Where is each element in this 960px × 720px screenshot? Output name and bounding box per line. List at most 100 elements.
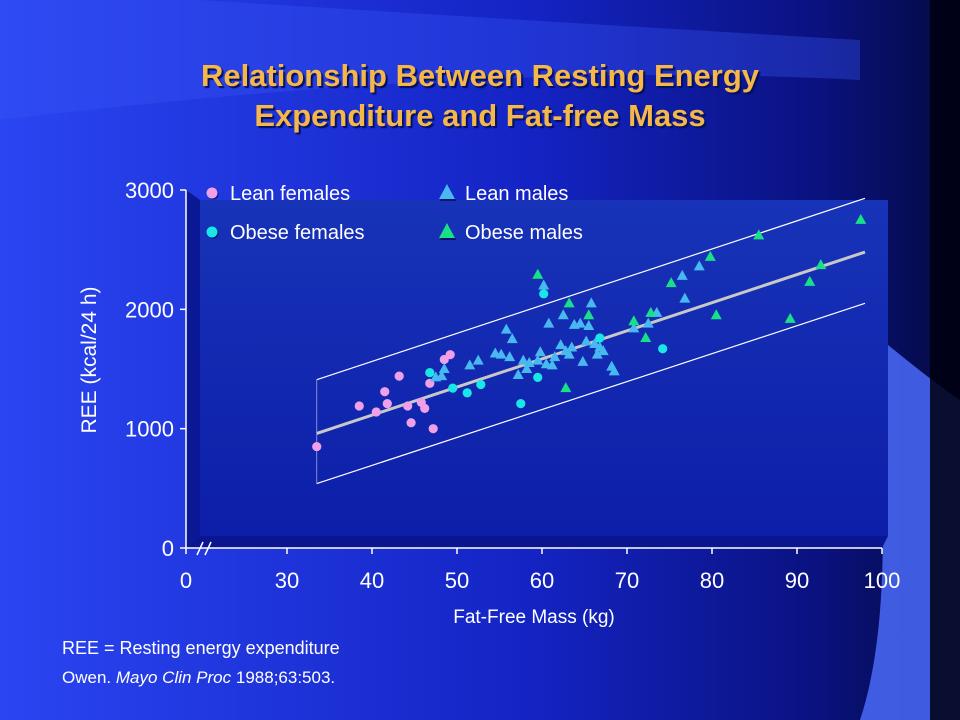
data-point xyxy=(425,367,435,378)
legend: Lean females Obese females Lean males Obese… xyxy=(206,183,583,244)
plot-side-wall xyxy=(186,190,200,548)
data-point xyxy=(679,292,691,303)
data-point xyxy=(464,359,476,370)
data-point xyxy=(640,331,652,342)
data-point xyxy=(445,350,455,360)
x-tick-label: 40 xyxy=(360,568,384,593)
data-point xyxy=(563,348,575,359)
y-tick-label: 2000 xyxy=(125,297,174,322)
data-point xyxy=(539,289,549,299)
data-point xyxy=(512,368,524,379)
y-tick-label: 1000 xyxy=(125,417,174,442)
data-points xyxy=(312,213,867,452)
data-point xyxy=(517,354,529,365)
citation-author: Owen. xyxy=(62,668,112,687)
data-point xyxy=(516,399,526,409)
data-point xyxy=(855,213,867,224)
data-point xyxy=(420,403,430,413)
data-point xyxy=(506,333,518,344)
data-point xyxy=(608,365,620,376)
data-point xyxy=(804,275,816,286)
data-point xyxy=(704,250,716,261)
x-axis-label: Fat-Free Mass (kg) xyxy=(453,607,615,628)
legend-label: Lean females xyxy=(230,183,350,205)
data-point xyxy=(580,335,592,346)
data-point xyxy=(595,333,605,343)
data-point xyxy=(523,357,535,368)
legend-marker xyxy=(206,187,218,199)
y-axis-label: REE (kcal/24 h) xyxy=(78,286,101,433)
data-point xyxy=(555,339,567,350)
data-point xyxy=(500,323,512,334)
data-point xyxy=(534,346,546,357)
data-point xyxy=(563,297,575,308)
data-point xyxy=(591,348,603,359)
citation: Owen. Mayo Clin Proc 1988;63:503. xyxy=(62,668,335,688)
x-tick-label: 50 xyxy=(445,568,469,593)
series-obese-females xyxy=(425,289,668,409)
decorative-swoosh-top xyxy=(0,0,860,120)
series-lean-males xyxy=(430,260,705,382)
legend-item-obese-females: Obese females xyxy=(206,222,365,244)
data-point xyxy=(693,260,705,271)
data-point xyxy=(658,344,668,354)
citation-ref: 1988;63:503. xyxy=(235,668,336,687)
legend-marker xyxy=(206,226,218,238)
data-point xyxy=(628,322,640,333)
data-point xyxy=(560,382,572,393)
data-point xyxy=(394,371,404,381)
data-point xyxy=(557,309,569,320)
data-point xyxy=(538,279,550,290)
citation-journal: Mayo Clin Proc xyxy=(115,668,232,687)
x-tick-label: 60 xyxy=(530,568,554,593)
data-point xyxy=(532,354,544,365)
confidence-lower-line xyxy=(316,302,866,485)
data-point xyxy=(448,383,458,393)
data-point xyxy=(462,388,472,398)
legend-item-lean-females: Lean females xyxy=(206,183,350,205)
data-point xyxy=(438,363,450,373)
data-point xyxy=(665,277,677,288)
x-tick-label: 100 xyxy=(864,568,901,593)
data-point xyxy=(312,441,322,452)
x-tick-label: 30 xyxy=(275,568,299,593)
legend-label: Lean males xyxy=(465,183,568,205)
data-point xyxy=(380,387,390,397)
chart-title-line1: Relationship Between Resting Energy xyxy=(200,58,760,93)
data-point xyxy=(583,320,595,331)
data-point xyxy=(495,348,507,359)
data-point xyxy=(589,337,601,348)
y-tick-label: 3000 xyxy=(125,178,174,203)
decorative-edge-right xyxy=(930,0,960,720)
data-point xyxy=(406,418,416,428)
data-point xyxy=(403,401,413,411)
series-obese-males xyxy=(532,213,867,393)
data-point xyxy=(583,309,595,320)
data-point xyxy=(784,312,796,323)
data-point xyxy=(710,309,722,320)
chart-title-line2: Expenditure and Fat-free Mass xyxy=(254,98,706,133)
data-point xyxy=(585,297,597,308)
data-point xyxy=(628,315,640,326)
data-point xyxy=(642,317,654,328)
plot-floor xyxy=(186,536,888,548)
series-lean-females xyxy=(312,350,455,452)
x-axis-break-mark xyxy=(196,541,204,556)
data-point xyxy=(815,259,827,270)
data-point xyxy=(532,268,544,279)
data-point xyxy=(574,317,586,328)
data-point xyxy=(428,424,438,434)
confidence-upper-line xyxy=(316,197,866,381)
data-point xyxy=(753,229,765,240)
confidence-band xyxy=(316,197,866,485)
x-tick-label: 0 xyxy=(180,568,192,593)
data-point xyxy=(549,351,561,362)
data-point xyxy=(645,306,657,317)
x-tick-label: 90 xyxy=(785,568,809,593)
data-point xyxy=(504,351,516,362)
data-point xyxy=(566,341,578,352)
legend-item-lean-males: Lean males xyxy=(439,183,568,205)
footnote: REE = Resting energy expenditure xyxy=(62,638,340,658)
data-point xyxy=(533,372,543,382)
